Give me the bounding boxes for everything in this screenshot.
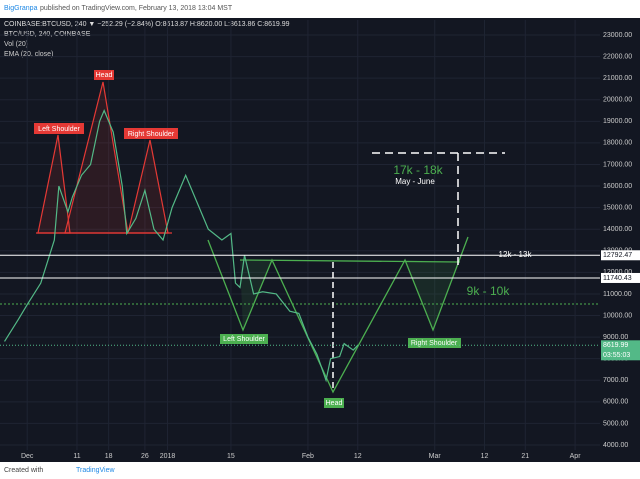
y-tick-label: 16000.00 <box>603 183 632 190</box>
x-tick-label: 15 <box>227 453 235 460</box>
x-tick-label: 26 <box>141 453 149 460</box>
y-tick-label: 21000.00 <box>603 75 632 82</box>
header-bar <box>0 0 640 18</box>
red-label-box <box>94 70 114 80</box>
price-line <box>4 108 359 383</box>
x-tick-label: Feb <box>302 453 314 460</box>
green-label: Left Shoulder <box>223 336 265 343</box>
y-tick-label: 23000.00 <box>603 32 632 39</box>
y-tick-label: 4000.00 <box>603 442 628 449</box>
price-tag <box>601 272 640 283</box>
chart-area <box>0 18 640 462</box>
target-high: 17k - 18k <box>393 163 443 177</box>
footer-brand[interactable]: TradingView <box>76 467 115 474</box>
x-tick-label: Apr <box>570 453 582 460</box>
price-tag <box>601 250 640 261</box>
quote: COINBASE:BTCUSD, 240 ▼ −252.29 (−2.84%) … <box>4 21 290 28</box>
red-label: Left Shoulder <box>38 126 80 133</box>
x-tick-label: 21 <box>521 453 529 460</box>
x-tick-label: Dec <box>21 453 34 460</box>
red-label-box <box>34 123 84 134</box>
author[interactable]: BigGranpa <box>4 5 38 12</box>
published: published on TradingView.com, February 1… <box>40 5 233 12</box>
y-tick-label: 10000.00 <box>603 312 632 319</box>
target-time: May - June <box>395 177 435 186</box>
green-label-box <box>408 338 461 348</box>
x-tick-label: 2018 <box>160 453 176 460</box>
red-pattern <box>36 81 172 234</box>
x-tick-label: 12 <box>481 453 489 460</box>
green-label-box <box>324 398 344 408</box>
footer-text: Created with <box>4 467 43 474</box>
x-tick-label: 11 <box>73 453 80 460</box>
x-tick-label: 18 <box>105 453 113 460</box>
x-tick-label: 12 <box>354 453 362 460</box>
countdown: 03:55:03 <box>603 352 630 359</box>
price-tag-label: 8619.99 <box>603 342 628 349</box>
price-tag <box>601 340 640 361</box>
x-tick-label: Mar <box>429 453 442 460</box>
y-tick-label: 17000.00 <box>603 161 632 168</box>
green-fill <box>240 260 458 392</box>
y-tick-label: 15000.00 <box>603 204 632 211</box>
green-label-box <box>220 334 268 344</box>
footer-bar <box>0 462 640 479</box>
green-neckline <box>239 259 461 263</box>
green-pattern <box>207 236 469 394</box>
zone-low: 9k - 10k <box>467 284 511 298</box>
zone-mid: 12k - 13k <box>499 250 533 259</box>
green-label: Head <box>326 400 343 407</box>
green-label: Right Shoulder <box>411 340 458 347</box>
chart-title: BTC/USD, 240, COINBASE <box>4 31 91 38</box>
y-tick-label: 11000.00 <box>603 291 632 298</box>
y-tick-label: 18000.00 <box>603 140 632 147</box>
y-tick-label: 19000.00 <box>603 118 632 125</box>
y-tick-label: 9000.00 <box>603 334 628 341</box>
red-label-box <box>124 128 178 139</box>
y-tick-label: 20000.00 <box>603 97 632 104</box>
price-tag-label: 12792.47 <box>603 252 632 259</box>
legend-ema: EMA (20, close) <box>4 51 53 58</box>
y-tick-label: 22000.00 <box>603 53 632 60</box>
y-tick-label: 6000.00 <box>603 399 628 406</box>
grid <box>0 20 600 450</box>
price-tag-label: 11740.43 <box>603 275 632 282</box>
red-label: Head <box>96 72 113 79</box>
y-tick-label: 14000.00 <box>603 226 632 233</box>
y-tick-label: 12000.00 <box>603 269 632 276</box>
plot: 4000.005000.006000.007000.008000.009000.… <box>0 32 640 460</box>
red-label: Right Shoulder <box>128 131 175 138</box>
legend-vol: Vol (20) <box>4 41 28 48</box>
y-tick-label: 7000.00 <box>603 377 628 384</box>
y-tick-label: 5000.00 <box>603 420 628 427</box>
